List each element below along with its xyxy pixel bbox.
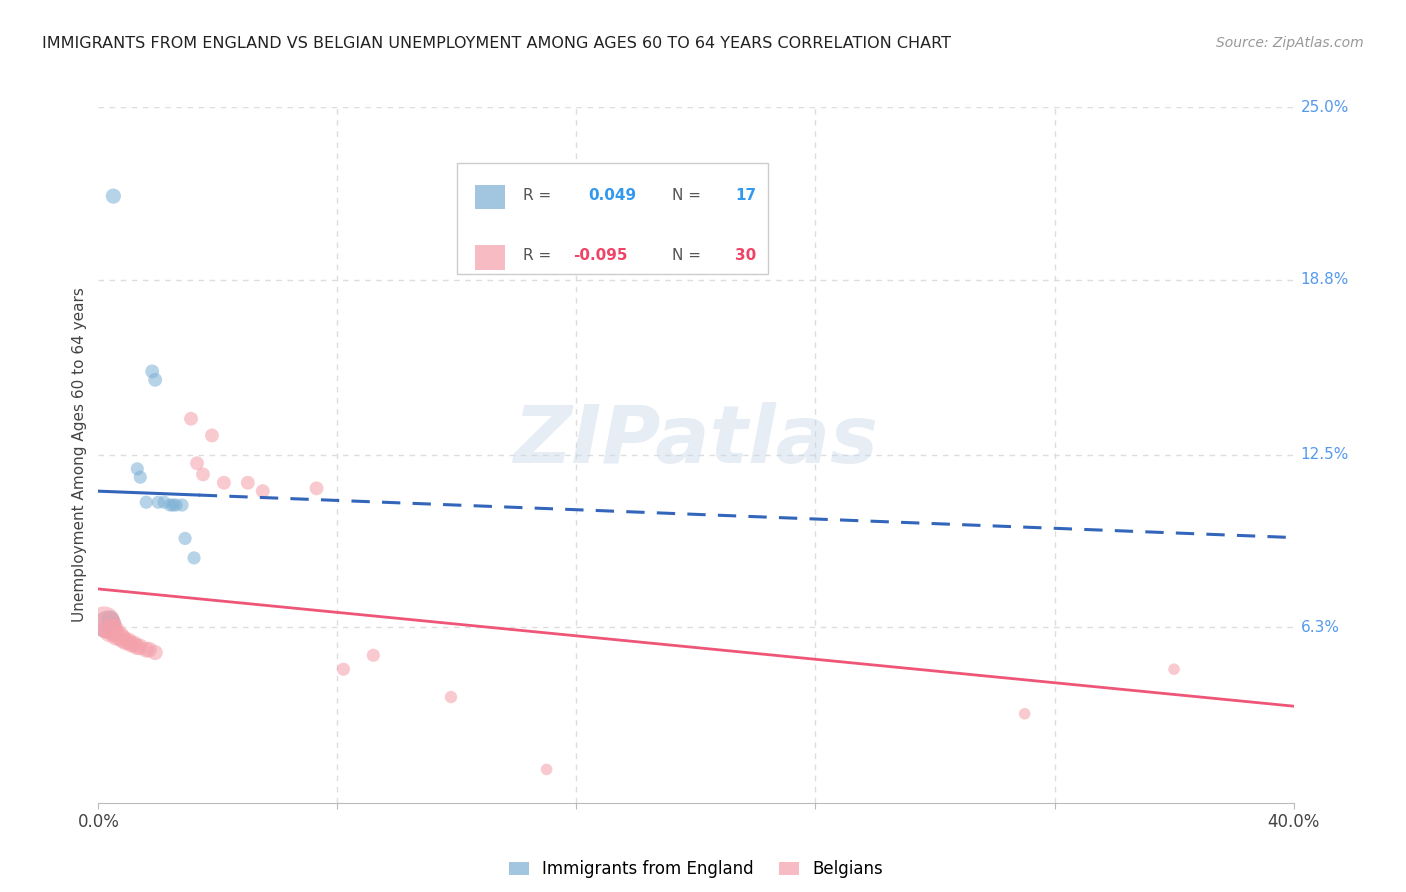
Text: 25.0%: 25.0% (1301, 100, 1348, 114)
Point (440, 690, 463, 704)
Point (129, 640, 152, 654)
Y-axis label: Unemployment Among Ages 60 to 64 years: Unemployment Among Ages 60 to 64 years (72, 287, 87, 623)
Point (148, 495, 170, 509)
Point (186, 456, 208, 470)
Point (153, 495, 176, 509)
Point (1163, 662, 1185, 676)
Point (191, 467, 214, 482)
Point (105, 629, 128, 643)
Point (124, 637, 146, 651)
Point (120, 637, 142, 651)
Text: 0.049: 0.049 (588, 188, 637, 202)
Point (165, 498, 187, 512)
FancyBboxPatch shape (457, 162, 768, 274)
Point (172, 498, 194, 512)
Text: Source: ZipAtlas.com: Source: ZipAtlas.com (1216, 36, 1364, 50)
Text: 17: 17 (735, 188, 756, 202)
Point (103, 189, 125, 203)
Point (536, 763, 558, 777)
Point (174, 532, 197, 546)
Text: IMMIGRANTS FROM ENGLAND VS BELGIAN UNEMPLOYMENT AMONG AGES 60 TO 64 YEARS CORREL: IMMIGRANTS FROM ENGLAND VS BELGIAN UNEMP… (42, 36, 952, 51)
Point (135, 495, 157, 509)
Point (236, 475, 259, 490)
Point (114, 634, 136, 648)
Bar (475, 185, 505, 210)
Point (212, 475, 235, 490)
Point (117, 634, 139, 648)
Point (93, 615, 115, 629)
Point (305, 481, 328, 495)
Point (332, 662, 354, 676)
Text: R =: R = (523, 249, 555, 263)
Point (159, 498, 181, 512)
Text: -0.095: -0.095 (572, 249, 627, 263)
Point (96, 617, 118, 632)
Point (183, 550, 205, 565)
Legend: Immigrants from England, Belgians: Immigrants from England, Belgians (502, 854, 890, 885)
Point (1014, 706, 1036, 721)
Point (127, 462, 149, 476)
Text: R =: R = (523, 188, 555, 202)
Point (108, 629, 131, 643)
Point (162, 498, 184, 512)
Point (141, 364, 163, 378)
Text: N =: N = (672, 249, 706, 263)
Text: N =: N = (672, 188, 706, 202)
Point (135, 642, 157, 657)
Point (98, 612, 122, 626)
Point (252, 484, 274, 499)
Text: 18.8%: 18.8% (1301, 272, 1348, 287)
Point (103, 624, 125, 638)
Point (138, 642, 160, 657)
Point (143, 646, 166, 660)
Point (127, 640, 149, 654)
Text: ZIPatlas: ZIPatlas (513, 402, 879, 480)
Point (143, 373, 166, 387)
Point (98, 617, 122, 632)
Point (111, 632, 134, 646)
Point (201, 428, 224, 442)
Point (98, 624, 122, 638)
Point (363, 648, 385, 663)
Text: 30: 30 (735, 249, 756, 263)
Point (180, 411, 202, 425)
Text: 6.3%: 6.3% (1301, 620, 1340, 635)
Bar (475, 245, 505, 270)
Point (96, 617, 118, 632)
Point (129, 470, 152, 484)
Text: 12.5%: 12.5% (1301, 448, 1348, 462)
